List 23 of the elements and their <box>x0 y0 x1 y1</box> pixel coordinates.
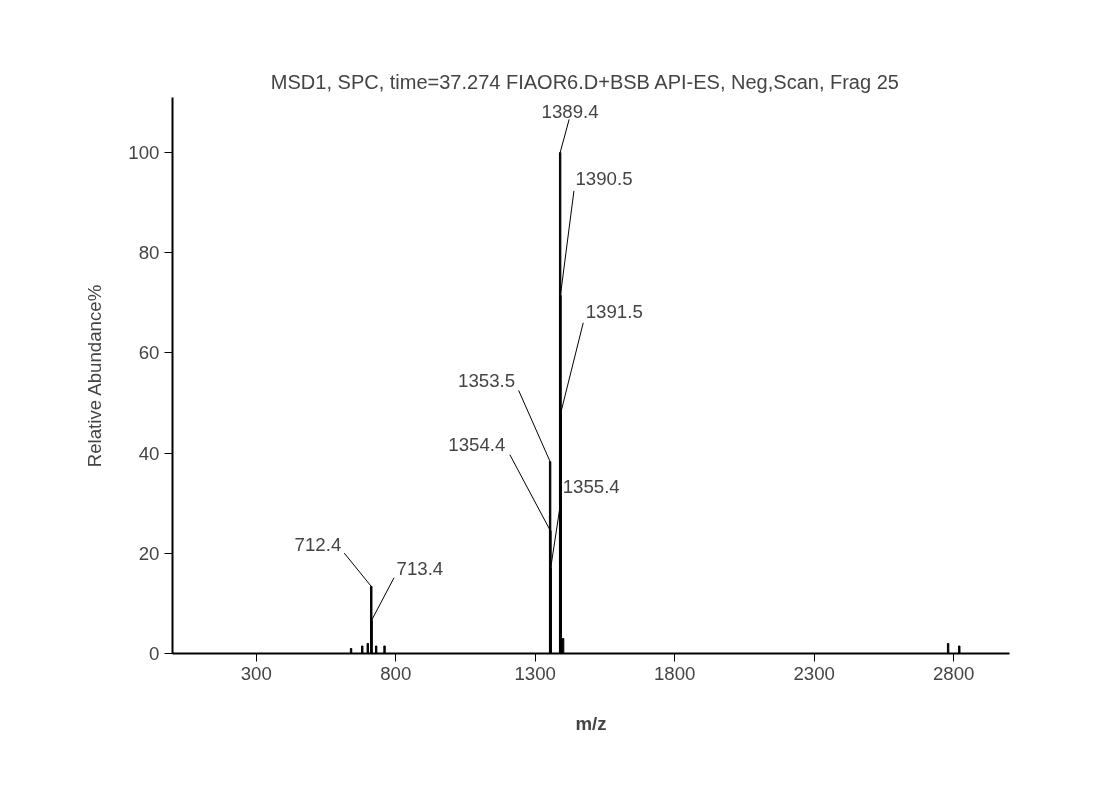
x-tick-label: 1800 <box>653 662 696 684</box>
annotation: 712.4 <box>294 534 342 556</box>
y-tick-label: 100 <box>128 142 160 164</box>
annotation: 1390.5 <box>575 168 633 190</box>
x-tick-label: 300 <box>240 662 272 684</box>
y-axis-title: Relative Abundance% <box>84 284 106 468</box>
x-tick-label: 2800 <box>932 662 975 684</box>
chart-title: MSD1, SPC, time=37.274 FIAOR6.D+BSB API-ES, Neg,Scan, Frag 25 <box>270 70 899 93</box>
x-tick-label: 800 <box>380 662 412 684</box>
annotation: 1391.5 <box>585 301 643 323</box>
annotation: 1355.4 <box>562 476 620 498</box>
annotation: 713.4 <box>396 558 444 580</box>
y-tick-label: 0 <box>149 643 160 664</box>
y-tick-label: 80 <box>138 242 160 264</box>
annotation: 1353.5 <box>458 369 516 391</box>
y-tick-label: 60 <box>138 342 160 364</box>
y-tick-label: 40 <box>138 442 160 464</box>
annotation: 1354.4 <box>448 433 506 455</box>
x-tick-label: 1300 <box>514 662 556 684</box>
y-tick-label: 20 <box>138 542 160 564</box>
annotation: 1389.4 <box>541 100 599 122</box>
x-tick-label: 2300 <box>793 662 835 684</box>
x-axis-title: m/z <box>575 712 607 734</box>
